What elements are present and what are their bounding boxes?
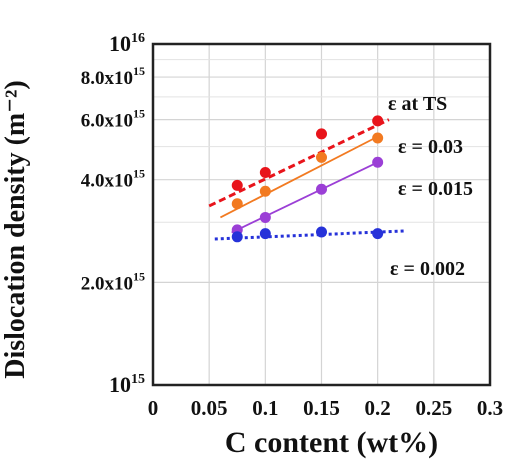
data-point-series-1 — [316, 151, 327, 163]
data-point-series-0 — [231, 179, 243, 191]
y-tick-label: 6.0x1015 — [81, 107, 145, 132]
data-points — [231, 115, 384, 243]
data-point-series-3 — [372, 228, 384, 240]
data-point-series-1 — [259, 185, 271, 197]
x-tick-labels: 0 0.05 0.1 0.15 0.2 0.25 0.3 — [148, 396, 503, 420]
x-axis-title: C content (wt%) — [225, 426, 438, 459]
plot-frame — [151, 42, 492, 387]
data-point-series-3 — [316, 226, 327, 238]
x-tick-label: 0 — [148, 396, 159, 420]
fit-lines — [208, 118, 406, 241]
series-label-2: ε = 0.015 — [398, 178, 473, 200]
data-point-series-0 — [316, 128, 327, 140]
data-point-series-1 — [231, 198, 243, 210]
x-tick-label: 0.25 — [415, 396, 452, 420]
x-tick-label: 0.15 — [303, 396, 340, 420]
fit-line-series-3 — [214, 229, 406, 241]
y-tick-label: 8.0x1015 — [81, 64, 145, 89]
fit-line-series-1 — [219, 135, 379, 219]
data-point-series-2 — [259, 211, 271, 223]
data-point-series-0 — [259, 166, 271, 178]
series-label-0: ε at TS — [388, 93, 447, 115]
fit-line-series-0 — [208, 118, 390, 208]
y-tick-label: 1016 — [109, 31, 145, 56]
y-tick-labels: 1016 8.0x1015 6.0x1015 4.0x1015 2.0x1015 1015 — [81, 31, 145, 397]
data-point-series-3 — [231, 231, 243, 243]
data-point-series-1 — [372, 132, 384, 144]
data-point-series-3 — [259, 228, 271, 240]
series-label-3: ε = 0.002 — [390, 258, 465, 280]
x-tick-label: 0.2 — [365, 396, 391, 420]
data-point-series-0 — [372, 115, 384, 127]
y-tick-label: 1015 — [109, 372, 145, 397]
x-tick-label: 0.1 — [252, 396, 278, 420]
y-tick-label: 4.0x1015 — [81, 167, 145, 192]
x-tick-label: 0.3 — [477, 396, 503, 420]
x-tick-label: 0.05 — [191, 396, 228, 420]
grid — [153, 44, 490, 385]
y-tick-label: 2.0x1015 — [81, 269, 145, 294]
series-label-1: ε = 0.03 — [398, 136, 463, 158]
data-point-series-2 — [372, 156, 384, 168]
series-labels: ε at TS ε = 0.03 ε = 0.015 ε = 0.002 — [388, 93, 473, 280]
data-point-series-2 — [316, 183, 327, 195]
fit-line-series-2 — [231, 161, 379, 234]
y-axis-title: Dislocation density (m⁻²) — [0, 80, 31, 379]
